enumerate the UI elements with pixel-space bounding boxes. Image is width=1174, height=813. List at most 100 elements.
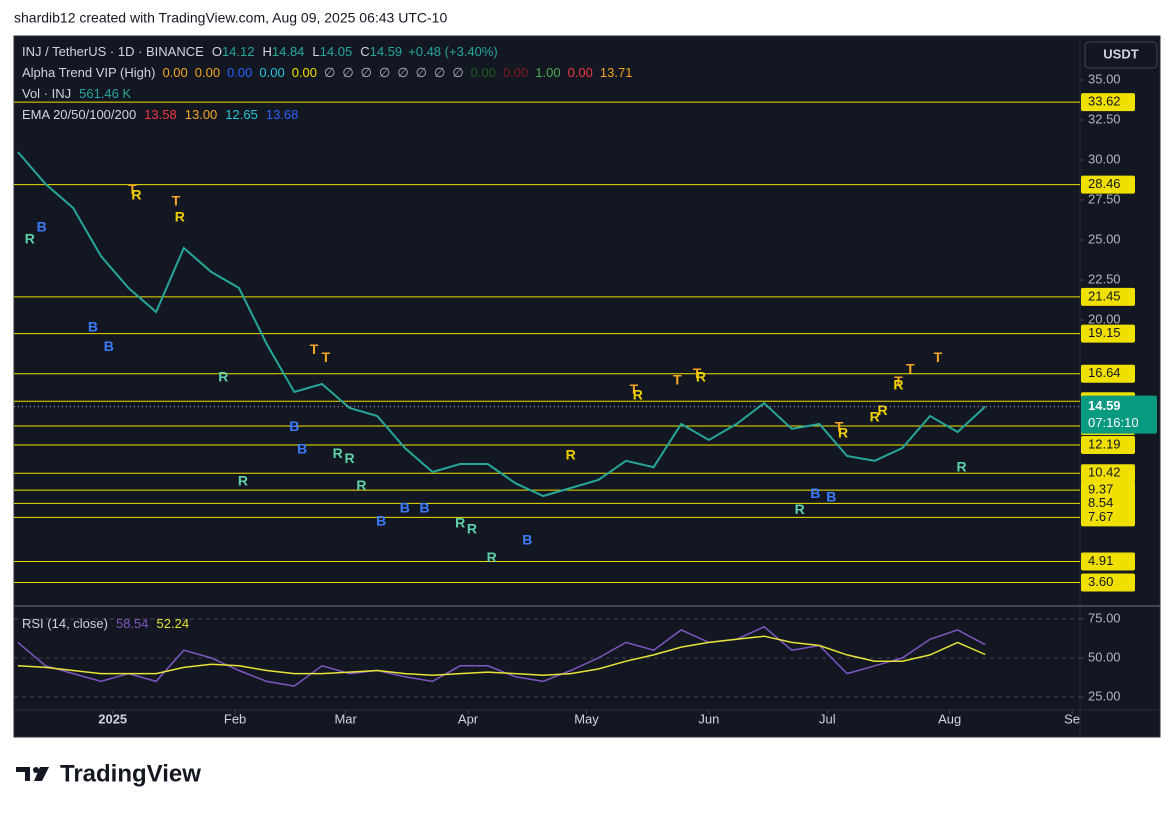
level-label: 7.67 [1088,509,1113,524]
indicator-value: 13.58 [144,107,177,122]
legend-ema: EMA 20/50/100/200 13.58 13.00 12.65 13.68 [22,107,298,122]
signal-label: B [522,532,532,548]
signal-label: R [131,187,141,203]
signal-label: B [88,319,98,335]
indicator-value: 0.00 [195,65,220,80]
signal-label: T [673,372,682,388]
brand-logo [16,767,49,781]
signal-label: T [128,181,137,197]
signal-label: B [297,440,307,456]
y-tick-label: 27.50 [1088,191,1121,206]
signal-label: R [175,208,185,224]
level-label: 19.15 [1088,325,1121,340]
indicator-value: 0.00 [471,65,496,80]
currency-button[interactable] [1084,41,1158,69]
signal-label: R [893,376,903,392]
indicator-value: 0.00 [568,65,593,80]
indicator-value: 0.00 [227,65,252,80]
indicator-value: 0.00 [259,65,284,80]
y-tick-label: 25.00 [1088,231,1121,246]
indicator-value: 58.54 [116,616,149,631]
indicator-value: 0.00 [503,65,528,80]
x-tick-label: 2025 [98,711,127,726]
signal-label: T [630,381,639,397]
x-tick-label: Apr [458,711,479,726]
x-tick-label: May [574,711,599,726]
signal-label: T [172,192,181,208]
signal-label: T [894,373,903,389]
series-line [17,625,986,687]
indicator-value: 13.71 [600,65,633,80]
level-badge [1081,552,1135,571]
signal-label: B [420,500,430,516]
x-tick-label: Aug [938,711,961,726]
signal-label: B [810,485,820,501]
indicator-value: ∅ [397,65,408,80]
x-tick-label: Mar [334,711,357,726]
indicator-value: ∅ [434,65,445,80]
indicator-value: ∅ [452,65,463,80]
level-badge [1081,175,1135,194]
signal-label: R [956,459,966,475]
level-label: 28.46 [1088,176,1121,191]
signal-label: T [934,349,943,365]
signal-label: B [400,500,410,516]
signal-label: R [345,450,355,466]
y-tick-label: 50.00 [1088,649,1121,664]
indicator-value: 12.65 [225,107,258,122]
indicator-value: 0.00 [292,65,317,80]
ohlc-value: 14.12 [222,44,255,59]
ohlc-value: 14.84 [272,44,305,59]
legend-symbol: INJ / TetherUS · 1D · BINANCE [22,44,204,59]
indicator-value: 1.00 [535,65,560,80]
signal-label: R [487,549,497,565]
legend-alpha-trend: Alpha Trend VIP (High) 0.00 0.00 0.00 0.00 0.… [22,65,632,80]
level-label: 8.54 [1088,495,1113,510]
brand-name: TradingView [60,760,201,787]
countdown-label: 07:16:10 [1088,415,1139,430]
series-line [17,635,986,676]
signal-label: R [238,472,248,488]
signal-label: R [566,447,576,463]
legend-volume: Vol · INJ 561.46 K [22,86,131,101]
ohlc-value: 14.59 [370,44,403,59]
y-tick-label: 32.50 [1088,111,1121,126]
x-tick-label: Jun [698,711,719,726]
ohlc-label: H [262,44,271,59]
signal-label: R [333,445,343,461]
indicator-value: 561.46 K [79,86,131,101]
indicator-value: ∅ [416,65,427,80]
level-label: 12.19 [1088,436,1121,451]
level-badge [1081,573,1135,592]
currency-label: USDT [1103,46,1138,61]
ohlc-label: O [212,44,222,59]
y-tick-label: 30.00 [1088,151,1121,166]
change-value: +0.48 (+3.40%) [408,44,498,59]
signal-label: R [25,231,35,247]
y-tick-label: 75.00 [1088,610,1121,625]
level-badge [1081,464,1135,483]
legend-rsi: RSI (14, close) 58.54 52.24 [22,616,189,631]
signal-label: R [356,477,366,493]
indicator-value: ∅ [361,65,372,80]
level-label: 16.64 [1088,365,1121,380]
last-price-label: 14.59 [1088,398,1121,413]
level-label: 10.42 [1088,465,1121,480]
signal-label: R [838,424,848,440]
level-badge [1081,364,1135,383]
signal-label: R [870,408,880,424]
indicator-value: ∅ [342,65,353,80]
series-line [17,151,986,498]
signal-label: T [835,419,844,435]
ohlc-label: L [312,44,319,59]
level-badge [1081,324,1135,343]
last-price-badge [1081,395,1157,434]
level-badge [1081,287,1135,306]
x-tick-label: Se [1064,711,1080,726]
signal-label: R [218,368,228,384]
level-badge [1081,494,1135,513]
signal-label: R [633,387,643,403]
signal-label: T [310,341,319,357]
y-tick-label: 20.00 [1088,311,1121,326]
indicator-value: ∅ [324,65,335,80]
